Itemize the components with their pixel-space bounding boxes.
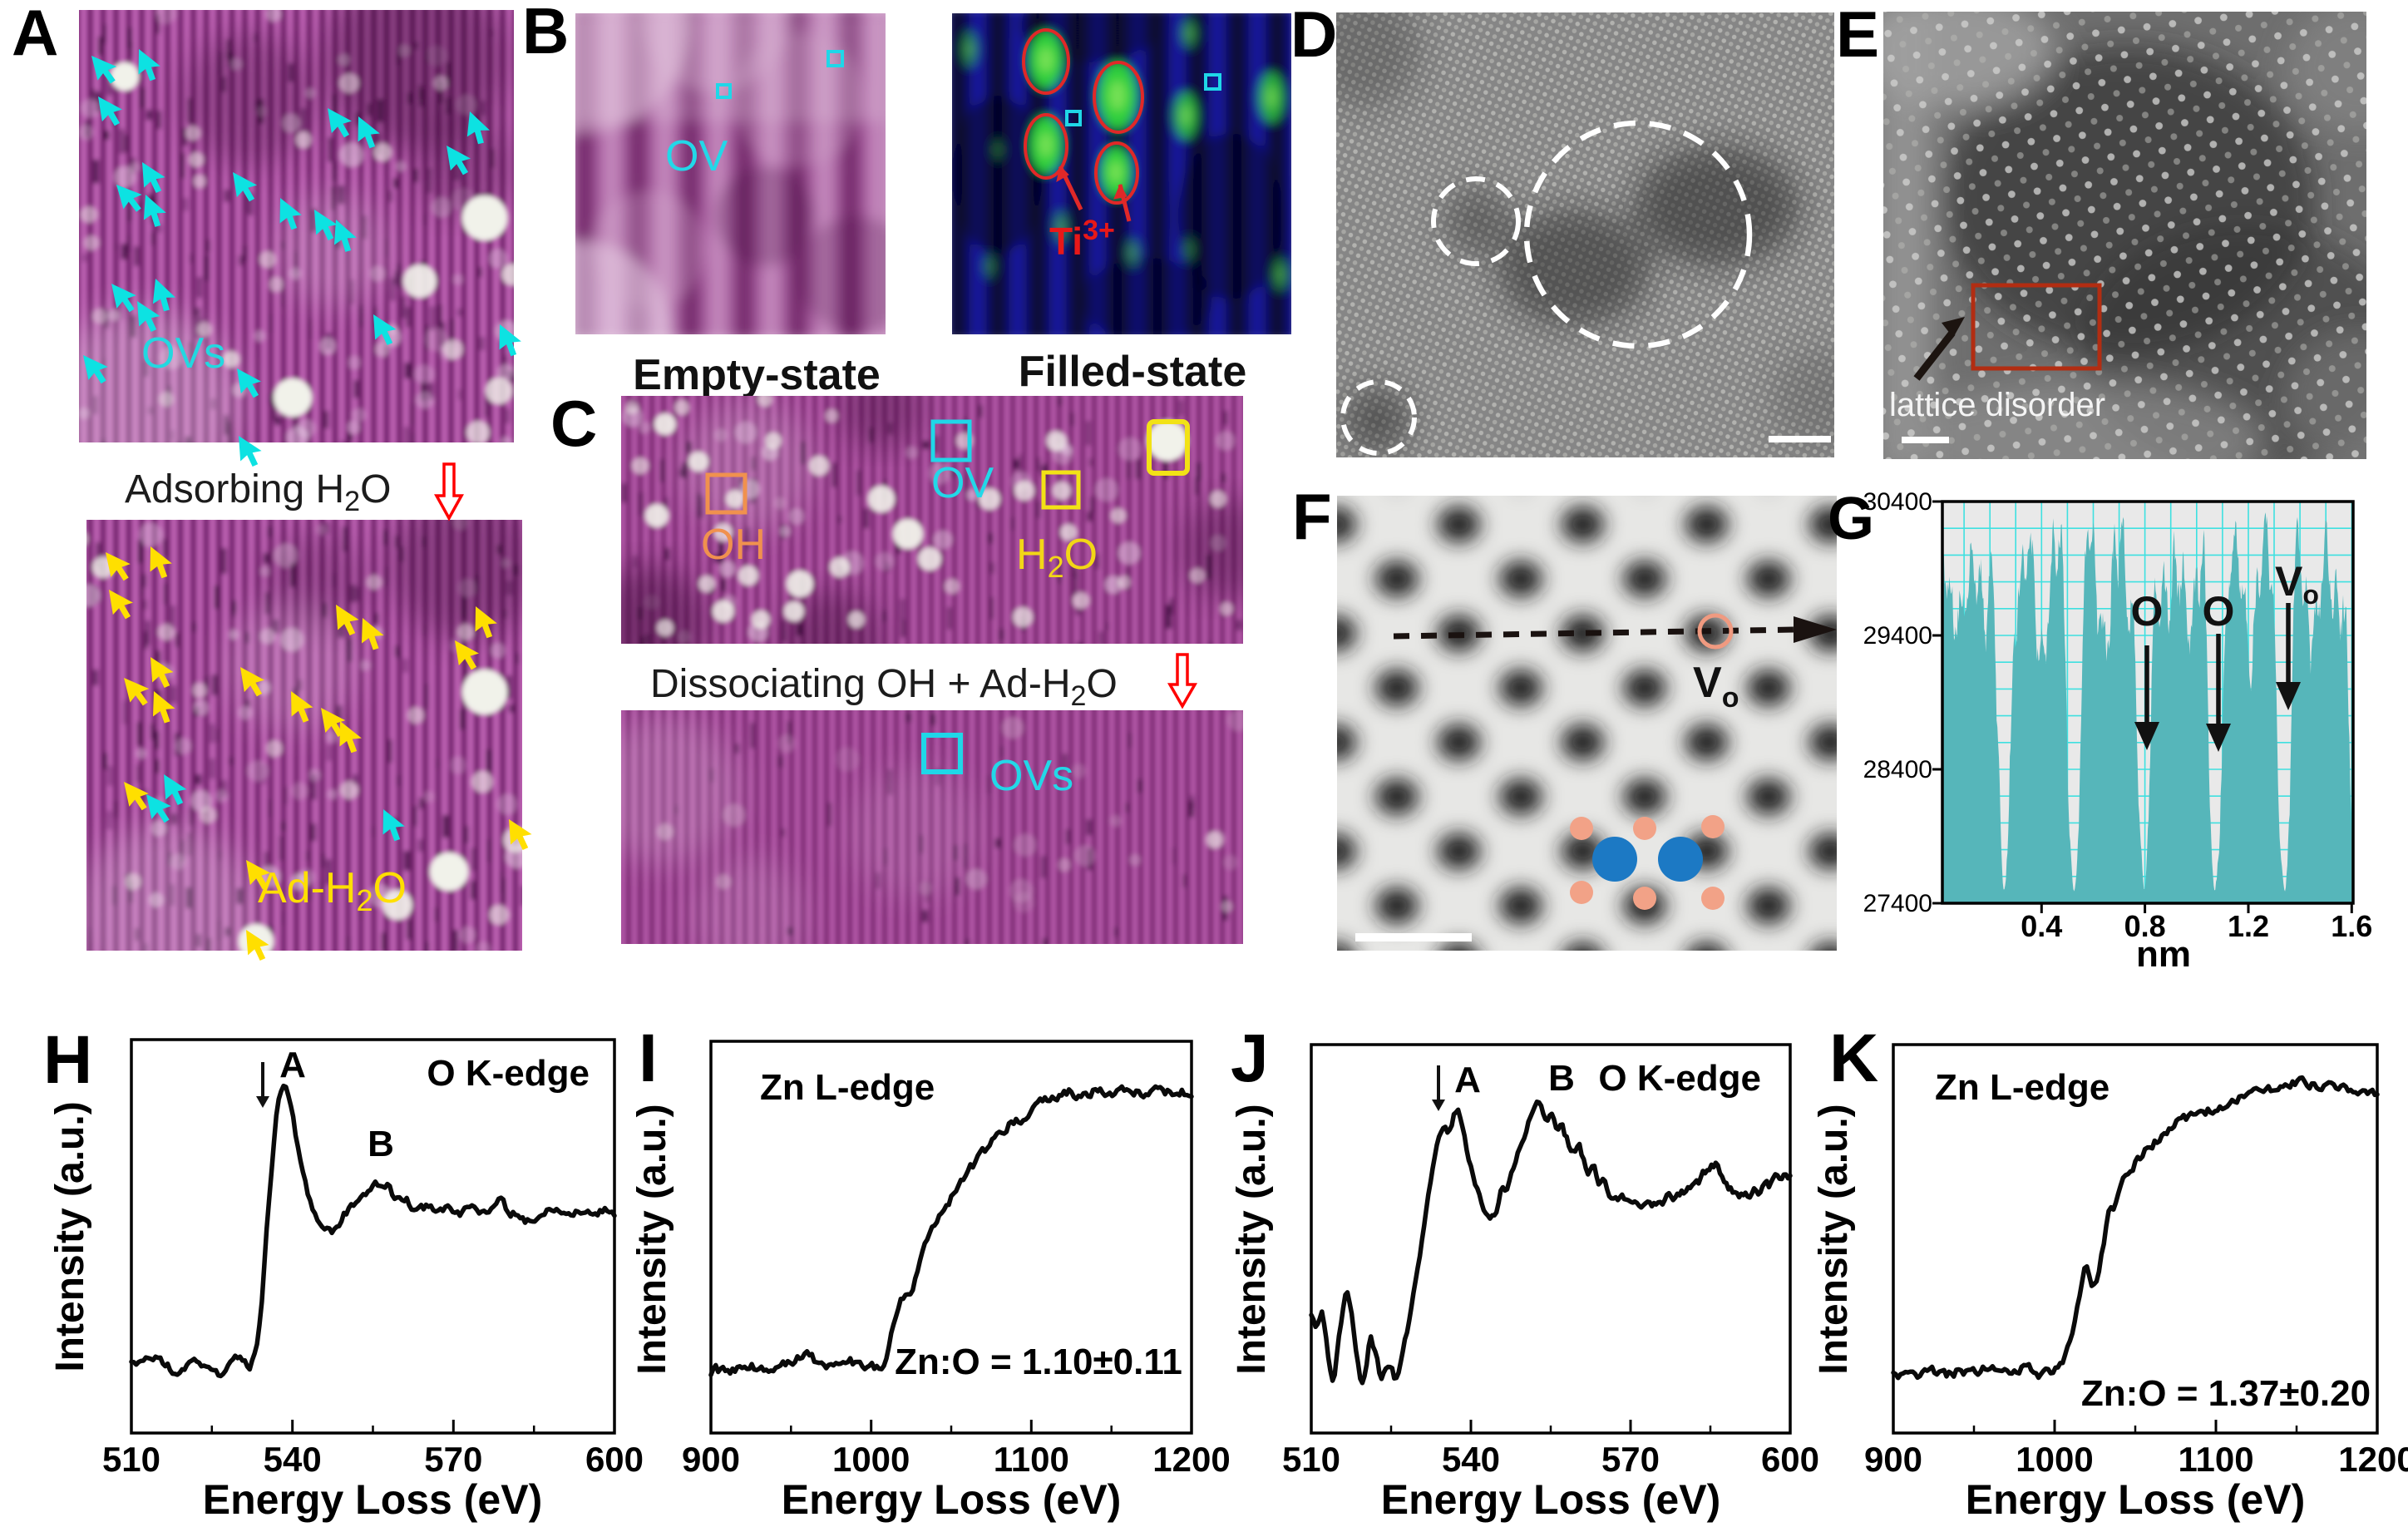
svg-text:Vo: Vo: [2275, 558, 2319, 610]
svg-text:1100: 1100: [994, 1440, 1069, 1479]
svg-text:A: A: [12, 0, 58, 69]
svg-text:H: H: [43, 1022, 92, 1098]
svg-text:Intensity (a.u.): Intensity (a.u.): [630, 1104, 674, 1374]
svg-text:0.8: 0.8: [2124, 909, 2166, 943]
svg-text:0.4: 0.4: [2021, 909, 2062, 943]
svg-text:O K-edge: O K-edge: [427, 1053, 590, 1094]
svg-text:A: A: [1454, 1060, 1481, 1100]
svg-text:O: O: [2131, 588, 2164, 635]
svg-text:Intensity (a.u.): Intensity (a.u.): [1230, 1104, 1274, 1374]
svg-text:I: I: [639, 1021, 658, 1096]
svg-text:B: B: [522, 0, 569, 67]
svg-text:B: B: [1548, 1058, 1575, 1099]
svg-text:E: E: [1836, 0, 1879, 71]
svg-text:Ad-H2O: Ad-H2O: [258, 864, 407, 917]
svg-text:29400: 29400: [1863, 622, 1932, 650]
svg-text:Dissociating OH + Ad-H2O: Dissociating OH + Ad-H2O: [650, 662, 1118, 712]
svg-text:Energy Loss (eV): Energy Loss (eV): [782, 1476, 1121, 1523]
svg-text:Filled-state: Filled-state: [1019, 348, 1247, 396]
svg-text:1200: 1200: [1152, 1440, 1230, 1479]
svg-text:Zn L-edge: Zn L-edge: [1935, 1067, 2109, 1108]
svg-text:510: 510: [102, 1440, 160, 1479]
svg-text:1000: 1000: [832, 1440, 910, 1479]
svg-text:27400: 27400: [1863, 890, 1932, 917]
svg-text:570: 570: [1601, 1440, 1660, 1479]
svg-text:Intensity (a.u.): Intensity (a.u.): [1812, 1104, 1856, 1374]
svg-text:OVs: OVs: [989, 752, 1073, 800]
svg-text:J: J: [1231, 1021, 1269, 1096]
svg-text:Energy Loss (eV): Energy Loss (eV): [1381, 1476, 1720, 1523]
svg-text:nm: nm: [2136, 934, 2191, 975]
svg-text:Energy Loss (eV): Energy Loss (eV): [1966, 1476, 2305, 1523]
svg-text:O K-edge: O K-edge: [1598, 1058, 1761, 1099]
svg-text:900: 900: [1864, 1440, 1922, 1479]
svg-text:1100: 1100: [2178, 1440, 2253, 1479]
svg-text:OVs: OVs: [141, 329, 225, 378]
svg-text:O: O: [2203, 588, 2235, 635]
svg-text:30400: 30400: [1863, 488, 1932, 516]
svg-text:600: 600: [1761, 1440, 1819, 1479]
svg-text:F: F: [1292, 480, 1332, 553]
svg-text:1000: 1000: [2016, 1440, 2093, 1479]
svg-text:570: 570: [424, 1440, 482, 1479]
svg-text:1.2: 1.2: [2228, 909, 2269, 943]
svg-text:D: D: [1290, 0, 1337, 71]
svg-text:B: B: [368, 1124, 394, 1164]
svg-text:900: 900: [682, 1440, 740, 1479]
svg-text:600: 600: [585, 1440, 644, 1479]
svg-text:Intensity (a.u.): Intensity (a.u.): [48, 1101, 92, 1371]
svg-text:1.6: 1.6: [2331, 909, 2372, 943]
svg-text:G: G: [1828, 486, 1874, 552]
svg-text:540: 540: [264, 1440, 322, 1479]
svg-text:OH: OH: [701, 521, 766, 569]
svg-text:540: 540: [1442, 1440, 1500, 1479]
svg-text:OV: OV: [931, 459, 994, 507]
svg-text:lattice disorder: lattice disorder: [1889, 387, 2105, 423]
svg-text:Zn:O = 1.10±0.11: Zn:O = 1.10±0.11: [895, 1342, 1182, 1382]
svg-text:510: 510: [1282, 1440, 1340, 1479]
svg-text:A: A: [279, 1045, 306, 1085]
svg-text:OV: OV: [665, 132, 728, 180]
svg-text:1200: 1200: [2338, 1440, 2408, 1479]
svg-text:28400: 28400: [1863, 756, 1932, 783]
svg-text:K: K: [1829, 1021, 1878, 1096]
svg-text:Energy Loss (eV): Energy Loss (eV): [203, 1476, 542, 1523]
svg-text:C: C: [550, 387, 597, 460]
svg-text:Zn L-edge: Zn L-edge: [760, 1067, 935, 1108]
svg-text:Empty-state: Empty-state: [633, 351, 881, 399]
svg-text:Zn:O = 1.37±0.20: Zn:O = 1.37±0.20: [2081, 1373, 2371, 1414]
